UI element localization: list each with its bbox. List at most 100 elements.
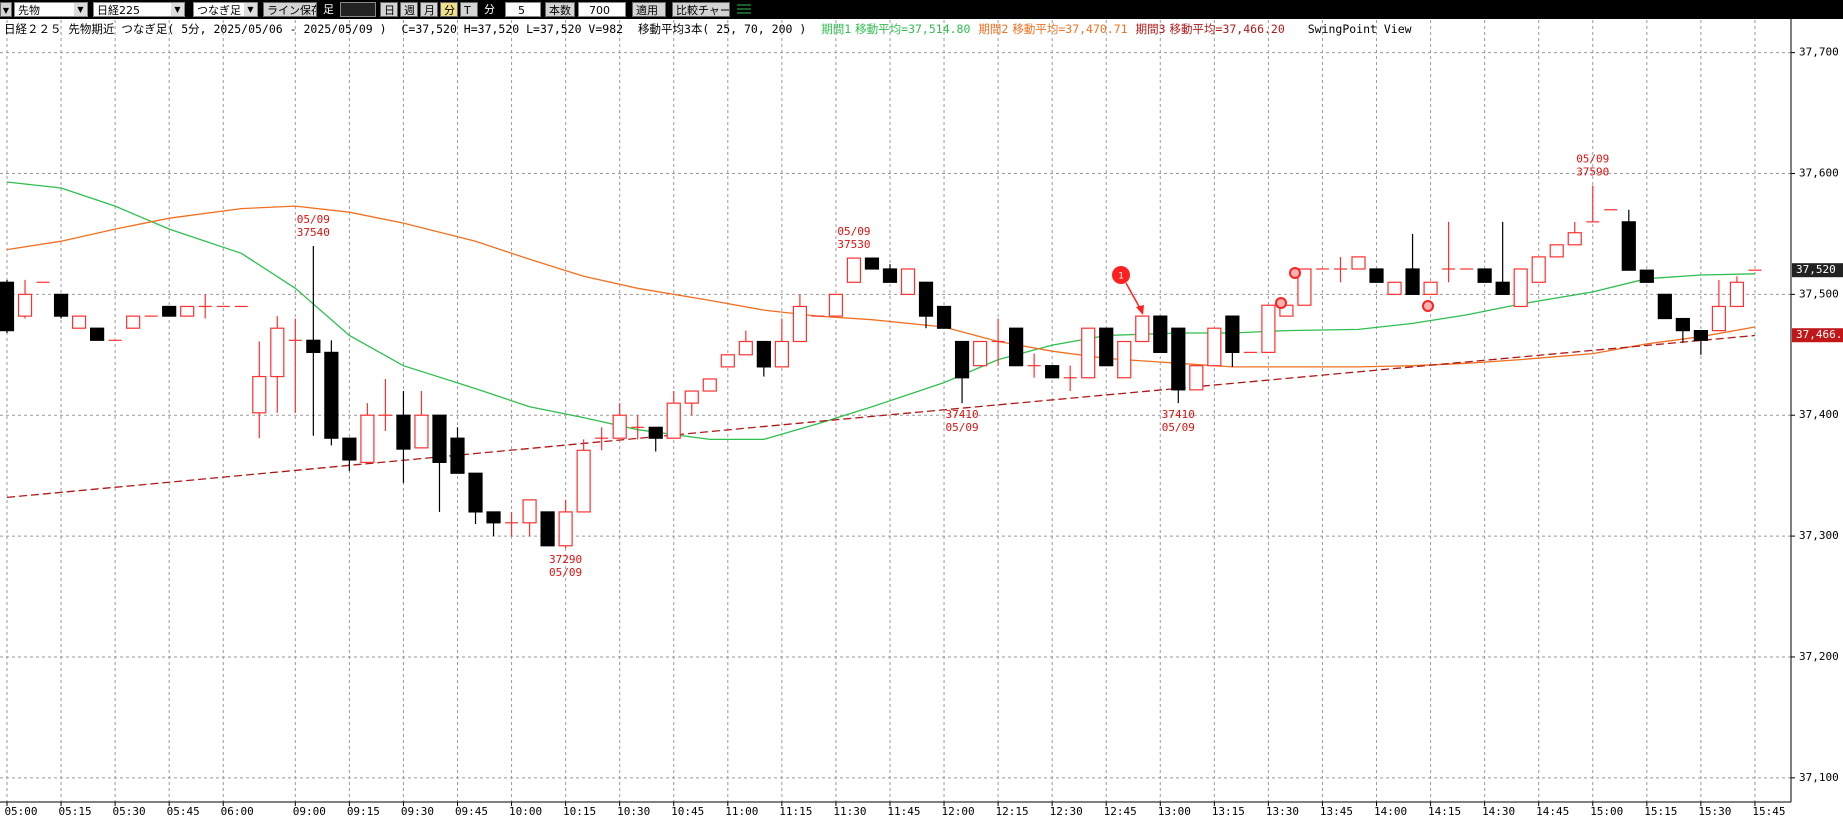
candle-body [432,414,447,463]
candle-body [1729,281,1745,308]
legend-name: 期間2 [978,22,1009,36]
candle-body [720,354,735,368]
period-button[interactable]: T [460,2,478,17]
candle-body [1369,268,1384,283]
period-button[interactable]: 週 [400,2,418,17]
compare-button[interactable]: 比較チャート [672,2,730,17]
bar-box[interactable] [340,2,376,17]
x-tick-label: 13:00 [1158,805,1191,818]
signal-marker: 1 [1112,266,1144,315]
ma-line [6,334,1755,499]
candle-body [1387,281,1402,295]
candle-body [972,340,988,367]
signal-dot [1275,297,1287,309]
y-tick-label: 37,100 [1799,771,1839,784]
candle-body [774,340,789,368]
swing-date: 05/09 [945,421,978,434]
signal-arrowhead [1136,305,1144,315]
candle-body [252,375,267,414]
x-tick-label: 10:45 [671,805,704,818]
candle-body [846,257,862,283]
x-tick-label: 15:00 [1590,805,1623,818]
candle-body [53,293,69,317]
ma-price-label-box [1792,328,1843,343]
x-tick-label: 10:30 [617,805,650,818]
menu-button[interactable]: ▼ [0,2,12,17]
x-tick-label: 15:45 [1752,805,1785,818]
x-tick-label: 14:00 [1374,805,1407,818]
ma-line [6,181,1755,441]
candle-body [756,340,771,368]
period-button[interactable]: 日 [380,2,398,17]
ma-price-label: 37,466. [1796,328,1842,341]
candle-body [1477,268,1492,283]
save-line-button[interactable]: ライン保存 [263,2,317,17]
candle-body [17,293,33,317]
candle-body [954,340,970,379]
legend-value: 移動平均=37,514.80 [855,22,971,36]
candle-body [450,437,465,474]
indicator-icon[interactable] [736,2,752,17]
x-tick-label: 12:45 [1104,805,1137,818]
y-tick-label: 37,300 [1799,529,1839,542]
apply-button[interactable]: 適用 [632,2,666,17]
candle-body [1675,317,1690,332]
swing-date: 05/09 [549,566,582,579]
candle-body [1567,232,1582,246]
bar-type-select[interactable]: つなぎ足 [193,2,258,17]
x-tick-label: 13:15 [1212,805,1245,818]
candle-body [1189,365,1204,391]
period-button[interactable]: 分 [440,2,458,17]
toolbar: ▼ 先物 日経225 つなぎ足 ライン保存 足 日 週 月 分 T 分 5 本数… [0,0,1843,19]
chart-background [0,19,1843,823]
swing-date: 05/09 [1576,153,1609,166]
candle-body [162,305,177,317]
candle-body [1531,256,1546,283]
candle-body [936,305,952,329]
candle-body [71,315,87,329]
symbol-select[interactable]: 日経225 [93,2,185,17]
market-select[interactable]: 先物 [14,2,88,17]
swing-date: 05/09 [1162,421,1195,434]
x-tick-label: 11:45 [887,805,920,818]
candle-body [1405,268,1420,295]
candle-body [918,281,934,317]
y-tick-label: 37,500 [1799,287,1839,300]
y-tick-label: 37,400 [1799,408,1839,421]
swing-price: 37290 [549,553,582,566]
candle-body [540,511,555,547]
candle-body [1639,269,1654,283]
candle-body [1351,256,1366,270]
x-tick-label: 11:30 [833,805,866,818]
candle-body [792,305,807,343]
candle-body [558,511,573,547]
candle-body [612,414,627,439]
candle-body [1297,268,1312,306]
candle-body [1423,281,1438,295]
interval-input[interactable]: 5 [505,2,541,17]
count-input[interactable]: 700 [578,2,626,17]
signal-label: 1 [1118,272,1123,282]
swing-date: 05/09 [297,213,330,226]
ma-line [6,205,1756,368]
candle-body [702,378,717,392]
candle-body [306,339,321,353]
candle-body [1081,327,1096,379]
x-tick-label: 10:00 [509,805,542,818]
unit-label: 分 [484,3,495,16]
count-button[interactable]: 本数 [545,2,575,17]
swing-date: 05/09 [837,225,870,238]
legend-value: 移動平均=37,466.20 [1169,22,1285,36]
period-button[interactable]: 月 [420,2,438,17]
candle-body [1117,340,1132,379]
x-tick-label: 12:30 [1050,805,1083,818]
candle-body [126,315,141,329]
x-tick-label: 09:45 [455,805,488,818]
candle-body [864,257,880,270]
swing-price: 37410 [945,408,978,421]
x-tick-label: 09:15 [347,805,380,818]
legend-name: 期間3 [1135,22,1166,36]
signal-dot [1422,300,1434,312]
